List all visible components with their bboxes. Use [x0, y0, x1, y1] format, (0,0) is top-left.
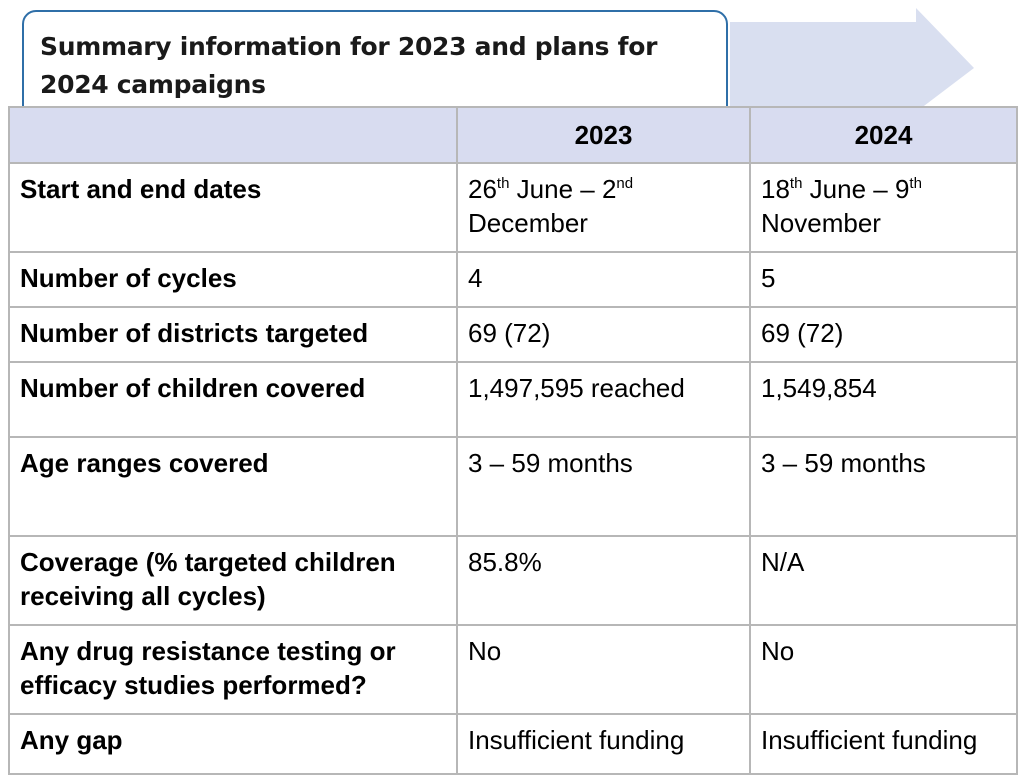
row-label: Any gap [8, 713, 458, 775]
cell-2023: Insufficient funding [456, 713, 751, 775]
page-title: Summary information for 2023 and plans f… [40, 32, 658, 99]
cell-2023: 26th June – 2nd December [456, 162, 751, 253]
table-row: Start and end dates 26th June – 2nd Decem… [8, 162, 1018, 253]
row-label: Any drug resistance testing or efficacy … [8, 624, 458, 715]
row-label: Number of children covered [8, 361, 458, 438]
cell-2023: No [456, 624, 751, 715]
row-label: Start and end dates [8, 162, 458, 253]
table-row: Age ranges covered 3 – 59 months 3 – 59 … [8, 436, 1018, 537]
cell-2024: Insufficient funding [749, 713, 1018, 775]
cell-2024: 5 [749, 251, 1018, 308]
table-row: Any gap Insufficient funding Insufficien… [8, 713, 1018, 775]
cell-2024: 69 (72) [749, 306, 1018, 363]
summary-table: 2023 2024 Start and end dates 26th June … [8, 106, 1018, 775]
cell-2023: 1,497,595 reached [456, 361, 751, 438]
table-header-row: 2023 2024 [8, 106, 1018, 164]
arrow-right-icon [730, 8, 974, 112]
table-row: Coverage (% targeted children receiving … [8, 535, 1018, 626]
cell-2024: 3 – 59 months [749, 436, 1018, 537]
table-row: Number of districts targeted 69 (72) 69 … [8, 306, 1018, 363]
table-row: Any drug resistance testing or efficacy … [8, 624, 1018, 715]
header-2024: 2024 [749, 106, 1018, 164]
cell-2023: 69 (72) [456, 306, 751, 363]
row-label: Age ranges covered [8, 436, 458, 537]
row-label: Number of cycles [8, 251, 458, 308]
header-2023: 2023 [456, 106, 751, 164]
cell-2024: No [749, 624, 1018, 715]
cell-2023: 85.8% [456, 535, 751, 626]
table-row: Number of cycles 4 5 [8, 251, 1018, 308]
header-blank-cell [8, 106, 458, 164]
row-label: Coverage (% targeted children receiving … [8, 535, 458, 626]
cell-2024: 18th June – 9th November [749, 162, 1018, 253]
title-box [22, 10, 728, 120]
table-row: Number of children covered 1,497,595 rea… [8, 361, 1018, 438]
cell-2024: N/A [749, 535, 1018, 626]
cell-2023: 4 [456, 251, 751, 308]
cell-2023: 3 – 59 months [456, 436, 751, 537]
cell-2024: 1,549,854 [749, 361, 1018, 438]
row-label: Number of districts targeted [8, 306, 458, 363]
